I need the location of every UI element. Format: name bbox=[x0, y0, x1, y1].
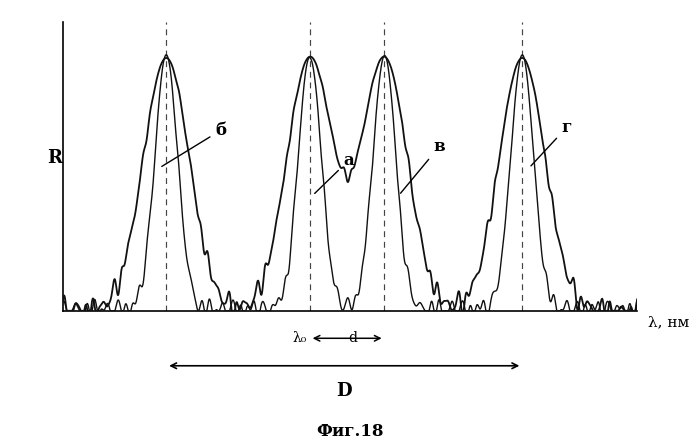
Text: а: а bbox=[315, 152, 354, 194]
Text: λ₀: λ₀ bbox=[293, 331, 307, 345]
Text: λ, нм: λ, нм bbox=[648, 315, 690, 329]
Y-axis label: R: R bbox=[47, 148, 62, 166]
Text: б: б bbox=[162, 122, 226, 166]
Text: d: d bbox=[349, 331, 358, 345]
Text: Фиг.18: Фиг.18 bbox=[316, 423, 384, 440]
Text: в: в bbox=[400, 139, 445, 193]
Text: г: г bbox=[531, 119, 572, 166]
Text: D: D bbox=[337, 381, 352, 400]
